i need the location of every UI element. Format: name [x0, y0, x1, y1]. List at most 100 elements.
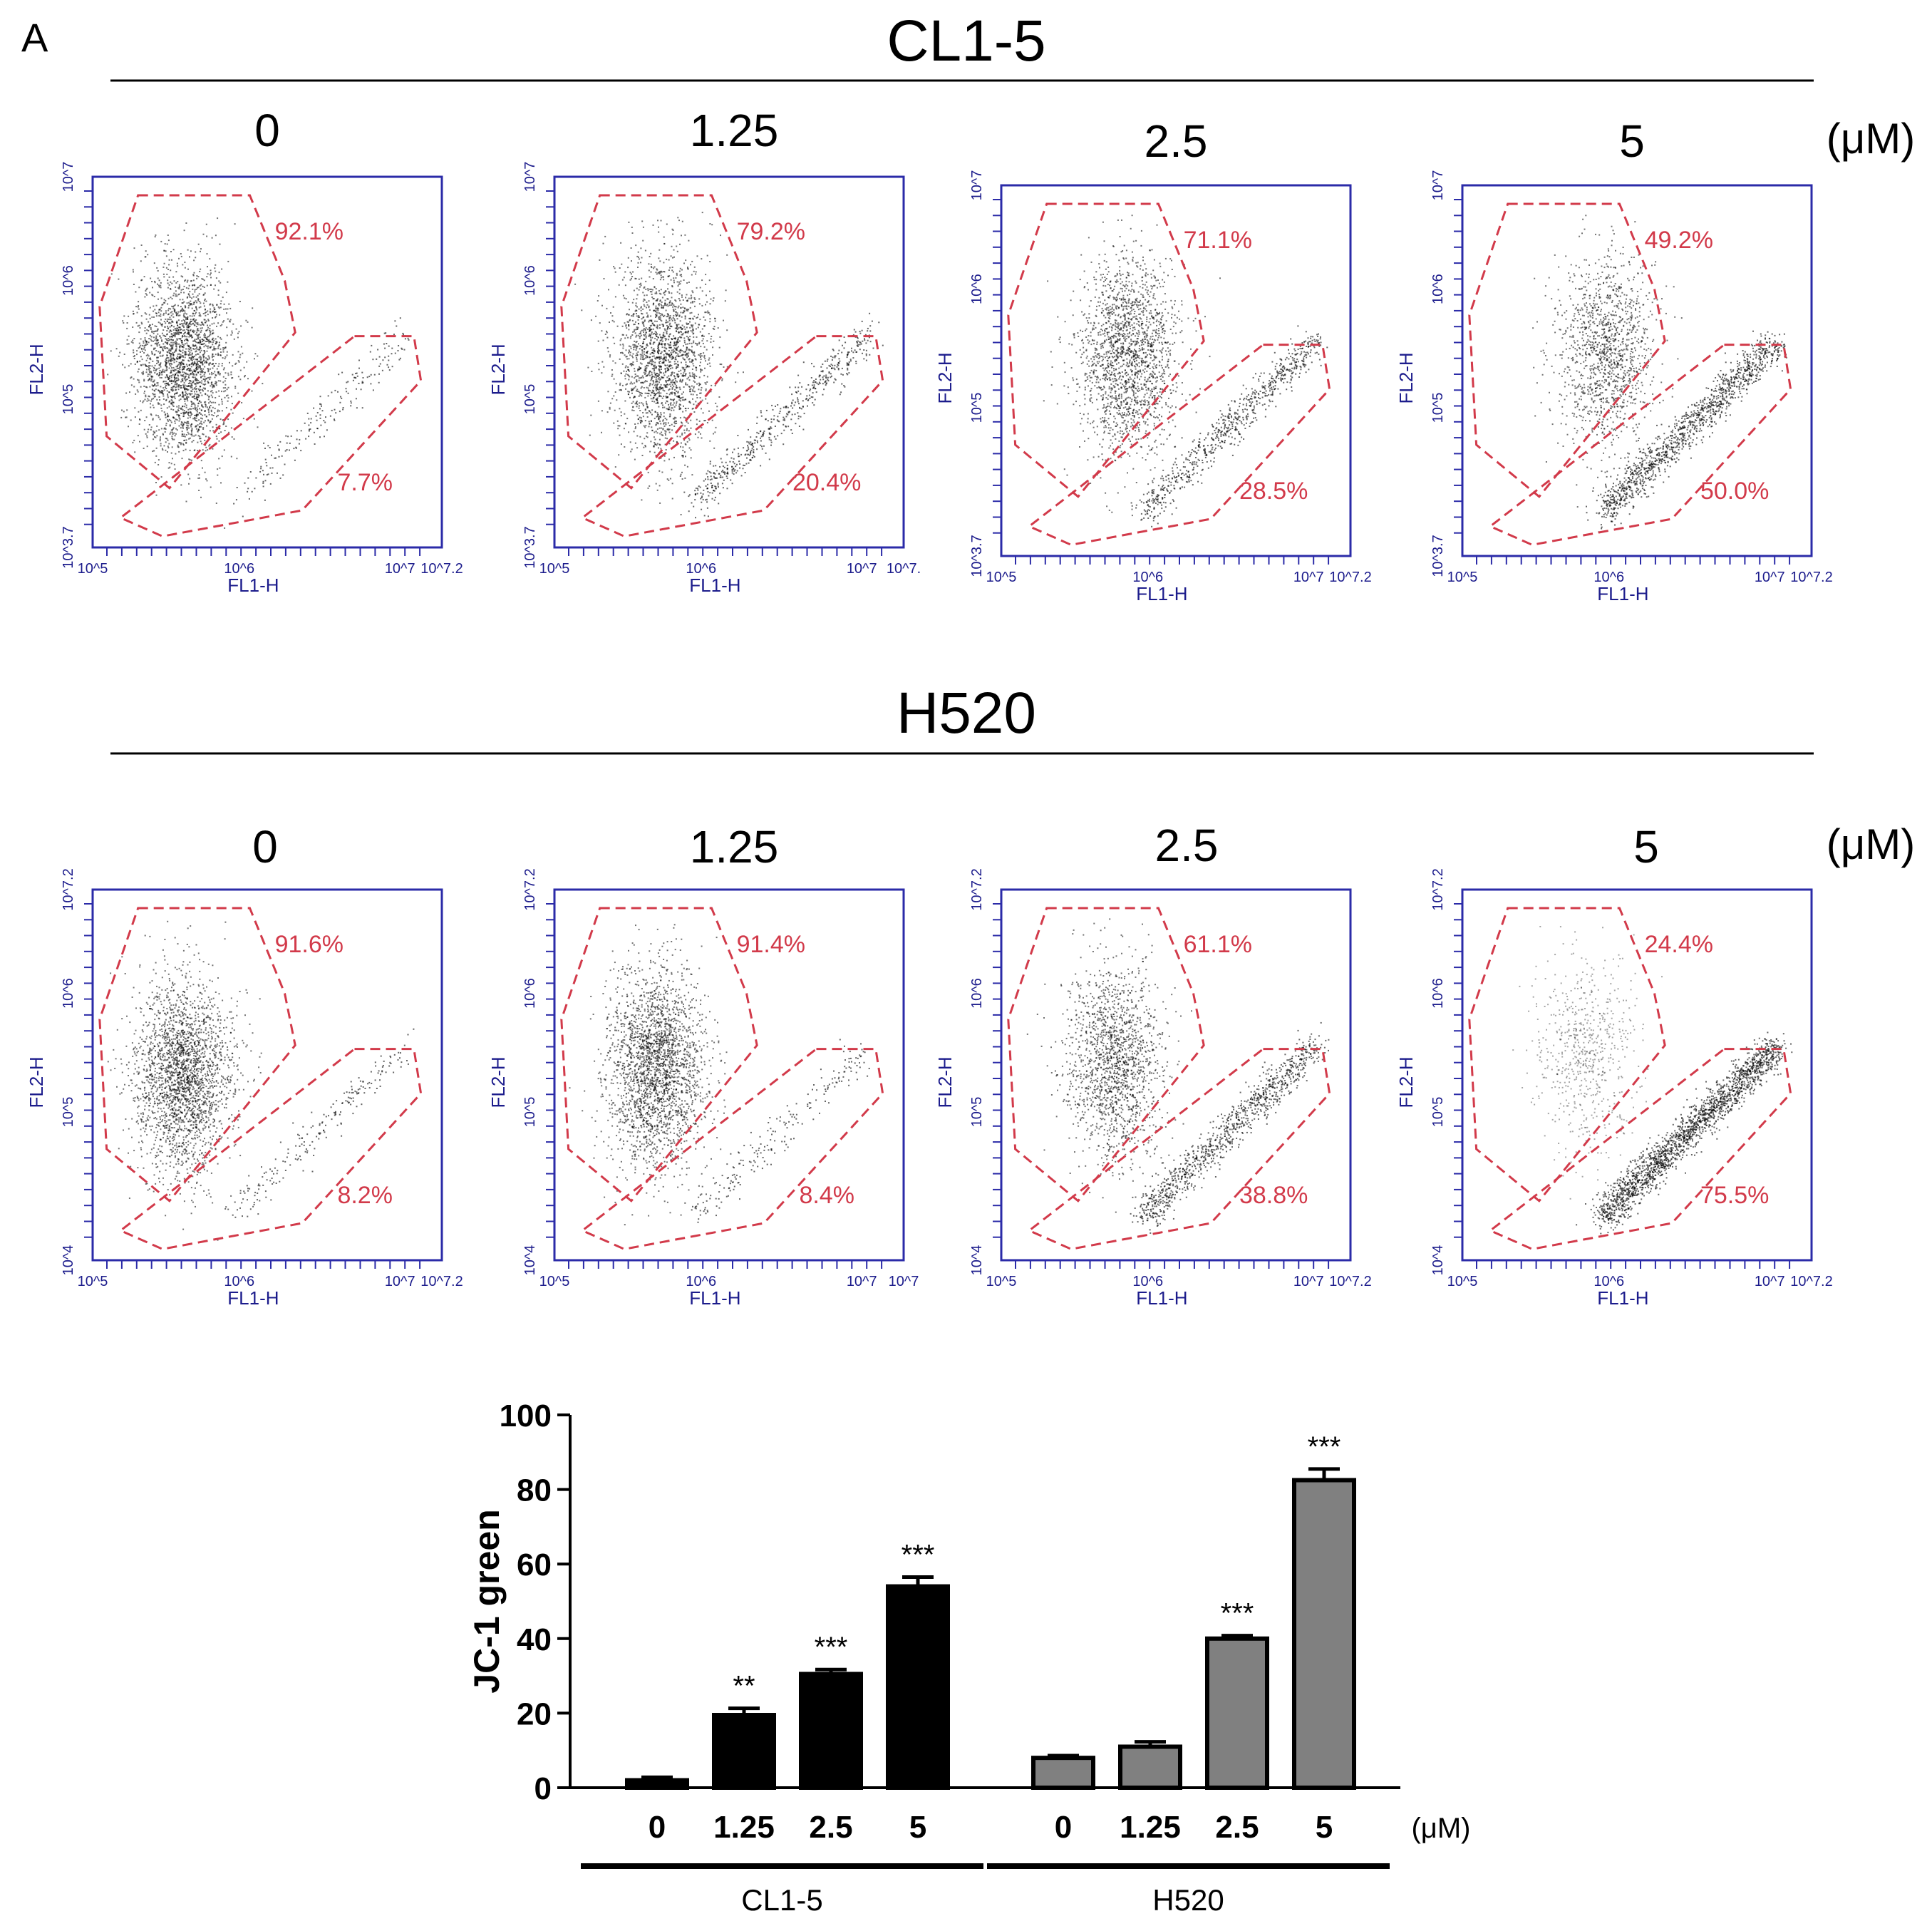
h520-conc-3: 5	[1633, 821, 1659, 872]
x-tick-label: 10^6	[224, 561, 254, 577]
y-tick-label: 10^7	[969, 170, 985, 201]
x-tick-label: 10^7.2	[1790, 570, 1832, 585]
h520-conc-1: 1.25	[690, 821, 779, 872]
upper-gate	[1007, 907, 1205, 1202]
x-tick-label: 10^6	[686, 1274, 716, 1289]
x-tick-label: 10^6	[224, 1274, 254, 1289]
lower-gate-pct: 8.4%	[799, 1182, 854, 1209]
y-tick-label: 10^6	[522, 265, 538, 296]
y-axis-label: FL2-H	[487, 1056, 509, 1108]
plot-frame	[91, 888, 443, 1262]
upper-gate	[1007, 202, 1205, 498]
h520-flow-plot-3: 24.4% 75.5% FL1-H FL2-H 10^5 10^6 10^7 10^7.2 10…	[1395, 868, 1833, 1309]
scatter-dots	[1532, 215, 1787, 533]
significance-label: ***	[902, 1540, 935, 1571]
x-tick-label: 10^7	[1755, 1274, 1785, 1289]
x-axis-label: FL1-H	[1136, 583, 1187, 604]
flow-plots: 92.1% 7.7% FL1-H FL2-H 10^5 10^6 10^7 10^7.2 10^…	[26, 162, 1833, 1309]
upper-gate-pct: 71.1%	[1184, 227, 1252, 254]
lower-gate	[1027, 1048, 1331, 1250]
plot-frame	[1461, 184, 1813, 557]
x-tick-label: 10^7	[847, 561, 877, 577]
y-tick-label: 10^4	[61, 1245, 76, 1276]
upper-gate	[98, 194, 296, 490]
bar	[886, 1584, 950, 1791]
bar	[625, 1778, 689, 1791]
x-axis-label: FL1-H	[689, 1287, 740, 1309]
y-tick-label: 60	[517, 1547, 552, 1582]
scatter-dots	[569, 924, 870, 1226]
x-tick-label: 10^6	[1593, 1274, 1624, 1289]
y-tick-label: 10^6	[61, 978, 76, 1009]
y-axis-label: FL2-H	[934, 352, 956, 403]
y-tick-label: 10^6	[1430, 978, 1446, 1009]
y-tick-label: 10^5	[522, 1097, 538, 1128]
x-tick-label: 10^7	[889, 1274, 919, 1289]
cl15-flow-plot-2: 71.1% 28.5% FL1-H FL2-H 10^5 10^6 10^7 10^7.2 10…	[934, 170, 1372, 604]
lower-gate-pct: 38.8%	[1239, 1182, 1308, 1209]
h520-title: H520	[897, 681, 1036, 746]
x-tick-label: 10^7.	[887, 561, 921, 577]
x-tick-label: 10^7.2	[420, 561, 463, 577]
bar-group-h520: 0 1.25 *** 2.5 *** 5 H520	[987, 1431, 1390, 1917]
y-tick-label: 20	[517, 1696, 552, 1731]
y-tick-label: 10^3.7	[1430, 535, 1446, 577]
y-tick-label: 10^5	[1430, 1097, 1446, 1128]
significance-label: ***	[1221, 1598, 1254, 1629]
y-tick-label: 10^7.2	[522, 868, 538, 910]
bar	[1031, 1756, 1095, 1790]
y-tick-label: 10^5	[61, 384, 76, 415]
y-axis-label: FL2-H	[1395, 352, 1417, 403]
cl15-flow-plot-0: 92.1% 7.7% FL1-H FL2-H 10^5 10^6 10^7 10^7.2 10^…	[26, 162, 463, 596]
y-tick-label: 10^6	[1430, 274, 1446, 304]
cl15-conc-0: 0	[254, 105, 280, 156]
lower-gate-pct: 7.7%	[337, 469, 393, 496]
y-tick-label: 10^7.2	[61, 868, 76, 910]
upper-gate-pct: 91.4%	[737, 931, 805, 958]
upper-gate-pct: 49.2%	[1645, 227, 1713, 254]
y-tick-label: 10^5	[1430, 393, 1446, 423]
plot-frame	[553, 175, 905, 549]
cl15-title: CL1-5	[887, 9, 1045, 73]
y-tick-label: 10^6	[969, 274, 985, 304]
lower-gate-pct: 50.0%	[1700, 478, 1769, 505]
upper-gate-pct: 92.1%	[275, 218, 343, 245]
x-tick-label: 10^5	[539, 561, 570, 577]
x-tick-label: 10^5	[78, 561, 108, 577]
x-tick-label: 10^6	[1132, 570, 1163, 585]
x-tick-label: 10^6	[1132, 1274, 1163, 1289]
scatter-dots	[107, 920, 415, 1241]
x-tick-label: 10^5	[986, 1274, 1017, 1289]
x-tick-label: 10^6	[1593, 570, 1624, 585]
x-tick-label: 10^7	[385, 561, 415, 577]
x-axis-label: FL1-H	[227, 1287, 279, 1309]
y-axis-label: FL2-H	[26, 1056, 47, 1108]
category-label: 5	[1316, 1810, 1333, 1845]
upper-gate	[98, 907, 296, 1202]
lower-gate-pct: 75.5%	[1700, 1182, 1769, 1209]
y-tick-label: 10^5	[969, 393, 985, 423]
upper-gate-pct: 91.6%	[275, 931, 343, 958]
x-tick-label: 10^5	[78, 1274, 108, 1289]
h520-flow-plot-0: 91.6% 8.2% FL1-H FL2-H 10^5 10^6 10^7 10^7.2 10^…	[26, 868, 463, 1309]
category-label: 1.25	[713, 1810, 775, 1845]
x-tick-label: 10^7.2	[1790, 1274, 1832, 1289]
upper-gate	[1468, 202, 1666, 498]
y-axis-label: FL2-H	[1395, 1056, 1417, 1108]
bar	[1118, 1744, 1182, 1790]
jc1-bar-chart: 0 20 40 60 80 100 JC-1 green 0 ** 1.25 *** 2.5 *** 5 C…	[467, 1399, 1471, 1917]
y-tick-label: 10^7	[1430, 170, 1446, 201]
y-tick-label: 10^6	[522, 978, 538, 1009]
y-tick-label: 10^6	[61, 265, 76, 296]
x-tick-label: 10^5	[539, 1274, 570, 1289]
scatter-dots	[1026, 918, 1330, 1234]
cl15-flow-plot-3: 49.2% 50.0% FL1-H FL2-H 10^5 10^6 10^7 10^7.2 10…	[1395, 170, 1833, 604]
significance-label: **	[733, 1671, 755, 1702]
y-tick-label: 10^5	[522, 384, 538, 415]
lower-gate	[1488, 1048, 1792, 1250]
y-tick-label: 10^7.2	[1430, 868, 1446, 910]
x-tick-label: 10^5	[1447, 570, 1478, 585]
x-tick-label: 10^6	[686, 561, 716, 577]
